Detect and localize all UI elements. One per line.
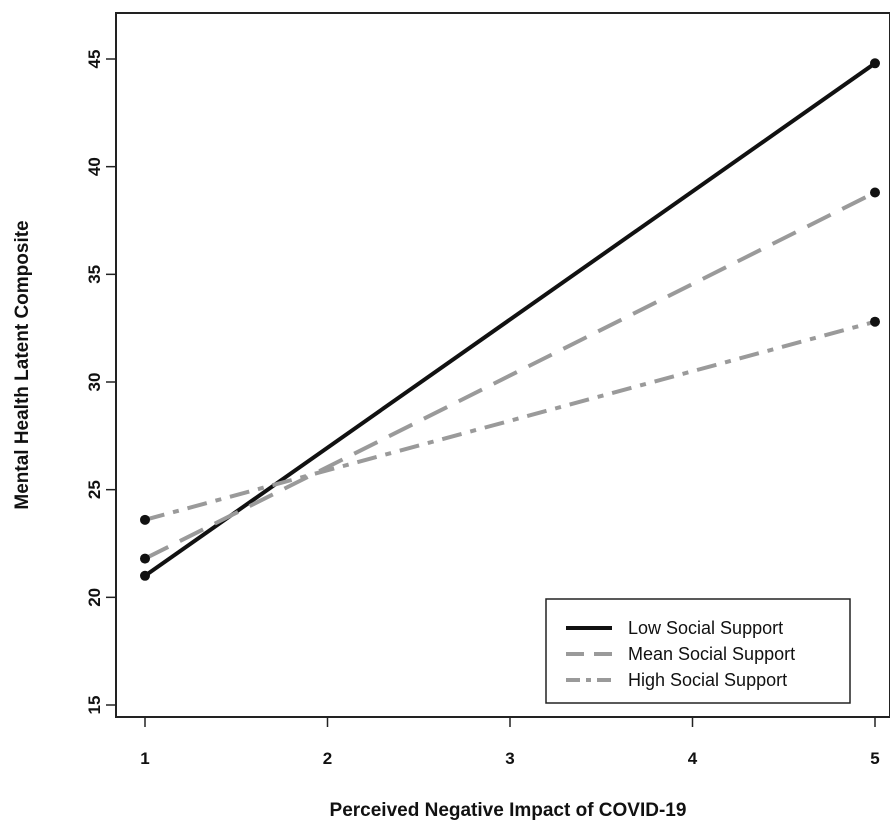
data-point xyxy=(870,58,880,69)
y-tick-label: 45 xyxy=(85,50,104,69)
legend-label: High Social Support xyxy=(628,670,787,690)
data-point xyxy=(870,316,880,327)
series-line-2 xyxy=(144,190,876,561)
data-point xyxy=(140,553,150,564)
x-axis: 1 2 3 4 5 xyxy=(140,717,880,768)
y-tick-label: 20 xyxy=(85,588,104,607)
y-axis: 15 20 25 30 35 40 45 xyxy=(85,50,116,715)
y-axis-label: Mental Health Latent Composite xyxy=(12,220,33,509)
plot-frame xyxy=(115,12,890,718)
x-axis-label: Perceived Negative Impact of COVID-19 xyxy=(330,800,687,821)
x-tick-label: 3 xyxy=(505,749,514,768)
x-tick-label: 2 xyxy=(323,749,332,768)
data-point xyxy=(140,570,150,581)
y-tick-label: 25 xyxy=(85,480,104,499)
plot-series xyxy=(140,58,880,581)
series-line-3 xyxy=(144,319,876,522)
legend-label: Low Social Support xyxy=(628,618,783,638)
series-line-1 xyxy=(143,61,877,578)
data-point xyxy=(870,187,880,198)
legend: Low Social Support Mean Social Support Hig… xyxy=(545,598,851,704)
y-tick-label: 30 xyxy=(85,373,104,392)
y-tick-label: 35 xyxy=(85,265,104,284)
x-tick-label: 4 xyxy=(688,749,698,768)
y-tick-label: 15 xyxy=(85,696,104,715)
y-tick-label: 40 xyxy=(85,157,104,176)
x-tick-label: 1 xyxy=(140,749,149,768)
legend-label: Mean Social Support xyxy=(628,644,795,664)
x-tick-label: 5 xyxy=(870,749,879,768)
data-point xyxy=(140,514,150,525)
legend-box xyxy=(545,598,851,704)
